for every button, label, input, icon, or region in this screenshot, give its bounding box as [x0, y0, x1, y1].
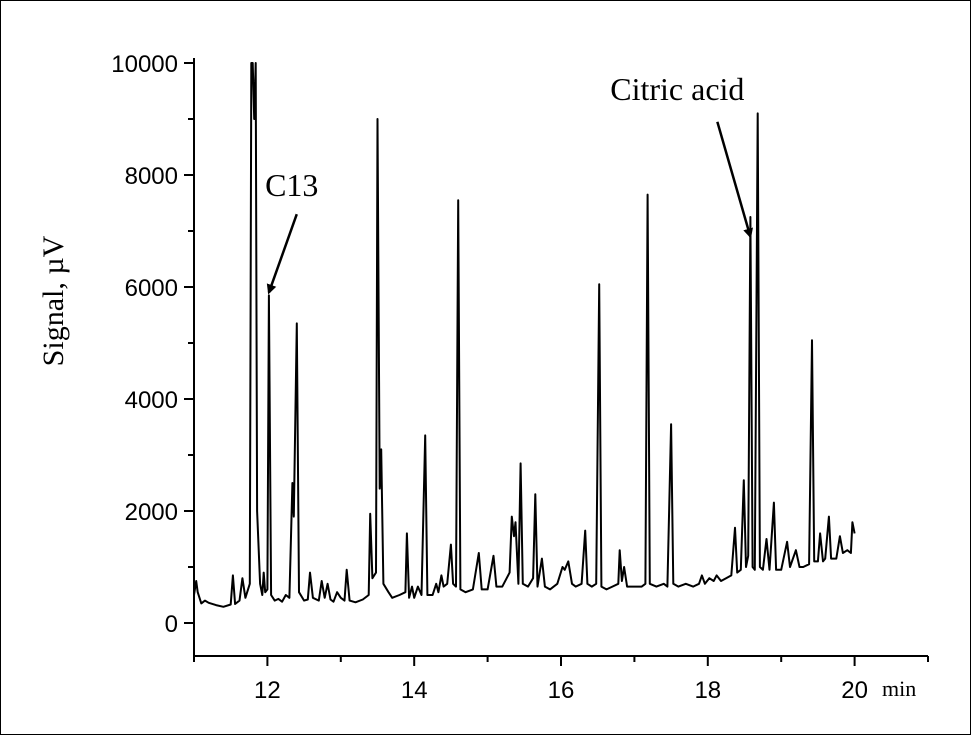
y-tick-label: 6000: [125, 275, 178, 302]
annotation-arrow: [266, 213, 298, 295]
ticks: 12 14 16 18 20 0 2000 4000 6000 8000 10000: [111, 51, 929, 704]
x-tick-label: 14: [401, 677, 428, 704]
axes: [193, 58, 928, 657]
annotation-label: Citric acid: [610, 71, 744, 107]
y-tick-label: 10000: [111, 51, 178, 78]
x-tick-label: 12: [254, 677, 281, 704]
signal-trace: [193, 62, 856, 608]
x-tick-label: 18: [694, 677, 721, 704]
x-tick-label: 16: [548, 677, 575, 704]
y-axis-label: Signal, µV: [37, 235, 70, 366]
y-tick-label: 8000: [125, 163, 178, 190]
plot-area: [193, 62, 856, 608]
annotation-arrow: [716, 121, 753, 239]
annotations: C13 Citric acid: [265, 71, 753, 295]
x-tick-label: 20: [841, 677, 868, 704]
x-axis-unit: min: [882, 676, 916, 701]
annotation-label: C13: [265, 167, 318, 203]
y-tick-label: 4000: [125, 387, 178, 414]
y-tick-label: 0: [165, 611, 178, 638]
y-tick-label: 2000: [125, 499, 178, 526]
